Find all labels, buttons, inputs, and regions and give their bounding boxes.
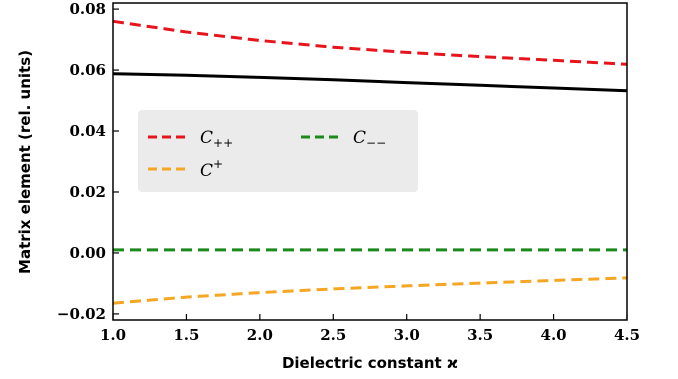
- plot-lines: [112, 19, 628, 305]
- plot-frame: [112, 2, 628, 321]
- x-tick-label: 4.5: [614, 326, 640, 344]
- legend-box: [138, 110, 418, 192]
- x-tick-label: 3.5: [467, 326, 493, 344]
- legend-label-cpp: C++: [200, 128, 233, 150]
- y-tick-label: 0.04: [69, 122, 106, 140]
- y-tick-label: −0.02: [57, 305, 106, 323]
- x-tick-label: 2.5: [320, 326, 346, 344]
- y-axis: −0.02 0.00 0.02 0.04 0.06 0.08: [57, 0, 119, 323]
- series-line-black: [112, 72, 628, 93]
- x-tick-label: 1.0: [100, 326, 126, 344]
- legend-label-cmm: C−−: [353, 128, 386, 150]
- y-tick-label: 0.06: [69, 61, 106, 79]
- legend-label-cplus: C+: [200, 157, 223, 181]
- y-tick-label: 0.00: [69, 244, 106, 262]
- x-axis: 1.0 1.5 2.0 2.5 3.0 3.5 4.0 4.5: [100, 314, 640, 344]
- legend: C++ C−− C+: [138, 110, 418, 192]
- y-tick-label: 0.02: [69, 183, 106, 201]
- series-line-cpp: [112, 19, 628, 66]
- x-tick-label: 1.5: [173, 326, 199, 344]
- x-tick-label: 3.0: [394, 326, 420, 344]
- x-axis-title: Dielectric constant ϰ: [282, 354, 458, 372]
- series-line-cplus: [112, 276, 628, 305]
- x-tick-label: 2.0: [247, 326, 273, 344]
- x-tick-label: 4.0: [541, 326, 567, 344]
- y-axis-title: Matrix element (rel. units): [16, 50, 34, 274]
- y-tick-label: 0.08: [69, 0, 106, 18]
